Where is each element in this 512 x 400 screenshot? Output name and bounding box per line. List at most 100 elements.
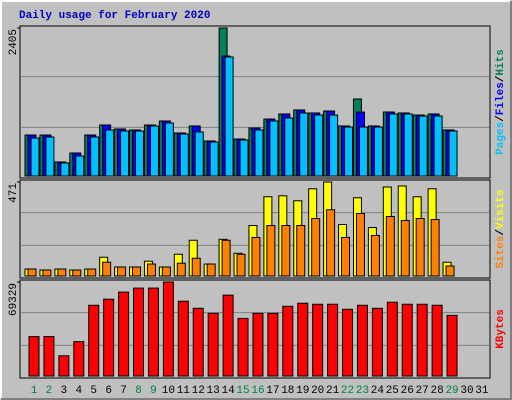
x-tick-label: 5 [90, 385, 97, 397]
bar [356, 304, 368, 377]
bar [236, 253, 246, 277]
bar [30, 137, 40, 177]
bar [445, 265, 455, 277]
bar [327, 303, 339, 377]
bar [297, 302, 309, 377]
bar [299, 112, 309, 177]
bar [431, 304, 443, 377]
bar [27, 268, 37, 277]
bar [191, 257, 201, 277]
legend-entry: KBytes [495, 309, 507, 349]
bar [430, 219, 440, 277]
bar [42, 269, 52, 277]
x-tick-label: 1 [31, 385, 38, 397]
bar [57, 268, 67, 277]
bar [403, 113, 413, 177]
x-tick-label: 29 [445, 385, 458, 397]
x-tick-label: 16 [251, 385, 264, 397]
bar [28, 336, 40, 377]
x-tick-label: 20 [311, 385, 324, 397]
bar [416, 303, 428, 377]
legend-entry: Visits [495, 189, 507, 229]
x-tick-label: 27 [416, 385, 429, 397]
x-tick-label: 12 [192, 385, 205, 397]
bar [45, 136, 55, 177]
x-tick-label: 4 [75, 385, 82, 397]
bar [266, 225, 276, 277]
bar [222, 294, 234, 377]
bar [72, 269, 82, 277]
x-tick-label: 18 [281, 385, 294, 397]
y-tick-label: 471 [8, 183, 20, 203]
bar [254, 129, 264, 177]
x-tick-label: 9 [150, 385, 157, 397]
bar [209, 141, 219, 177]
x-tick-label: 13 [207, 385, 220, 397]
bar [192, 307, 204, 377]
legend-entry: Sites [495, 236, 507, 269]
bar [284, 117, 294, 177]
bar [207, 312, 219, 377]
bar [358, 126, 368, 177]
bar [282, 305, 294, 377]
bar [149, 125, 159, 177]
bar [269, 120, 279, 177]
x-tick-label: 14 [221, 385, 235, 397]
bar [146, 263, 156, 277]
legend: Sites/Visits [495, 189, 507, 268]
legend-separator: / [495, 115, 507, 122]
x-tick-label: 22 [341, 385, 354, 397]
x-tick-label: 19 [296, 385, 309, 397]
bar [418, 115, 428, 177]
x-tick-label: 8 [135, 385, 142, 397]
bar [105, 129, 115, 177]
chart-title: Daily usage for February 2020 [19, 10, 210, 22]
bar [344, 126, 354, 177]
bar [133, 287, 145, 377]
bar [252, 312, 264, 377]
x-tick-label: 26 [401, 385, 414, 397]
legend-entry: Pages [495, 122, 507, 155]
bar [267, 312, 279, 377]
x-tick-label: 24 [371, 385, 385, 397]
y-tick-label: 2405 [8, 29, 20, 55]
legend: KBytes [495, 309, 507, 349]
bar [194, 131, 204, 177]
legend: Pages/Files/Hits [495, 49, 507, 155]
bar [370, 234, 380, 277]
bar [75, 155, 85, 177]
y-tick-label: 69329 [8, 283, 20, 316]
bar [90, 136, 100, 177]
legend-separator: / [495, 75, 507, 82]
bar [58, 355, 70, 377]
bar [314, 114, 324, 177]
x-tick-label: 21 [326, 385, 340, 397]
legend-separator: / [495, 229, 507, 236]
bar [296, 225, 306, 277]
bar [326, 209, 336, 277]
bar [341, 236, 351, 277]
bar [164, 122, 174, 177]
bar [147, 287, 159, 377]
bar [239, 139, 249, 177]
bar [329, 114, 339, 177]
bar [373, 126, 383, 177]
bar [161, 266, 171, 277]
bar [371, 307, 383, 377]
x-tick-label: 15 [236, 385, 249, 397]
bar [386, 301, 398, 377]
bar [401, 303, 413, 377]
x-tick-label: 30 [460, 385, 473, 397]
x-tick-label: 2 [46, 385, 53, 397]
bar [177, 300, 189, 377]
bar [118, 291, 130, 377]
bar [388, 113, 398, 177]
bar [176, 262, 186, 277]
x-tick-label: 7 [120, 385, 127, 397]
bar [251, 236, 261, 277]
bar [281, 225, 291, 277]
bar [120, 130, 130, 177]
x-tick-label: 31 [475, 385, 489, 397]
